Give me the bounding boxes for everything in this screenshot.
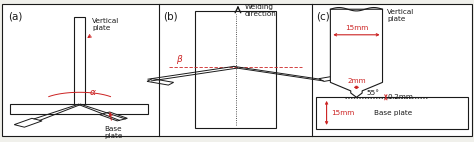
Text: (a): (a) <box>9 11 23 21</box>
Text: 15mm: 15mm <box>331 110 355 116</box>
Bar <box>195 11 276 128</box>
Text: Base plate: Base plate <box>374 110 412 116</box>
Text: (c): (c) <box>316 11 329 21</box>
Text: $\beta$: $\beta$ <box>176 53 184 66</box>
Text: 0-2mm: 0-2mm <box>387 94 413 100</box>
Text: $\alpha$: $\alpha$ <box>89 88 97 97</box>
Bar <box>319 75 346 81</box>
Bar <box>316 97 468 129</box>
Polygon shape <box>330 9 383 97</box>
Text: Vertical
plate: Vertical plate <box>387 9 414 22</box>
Bar <box>74 17 85 104</box>
Bar <box>10 104 148 114</box>
Text: Welding
direction: Welding direction <box>245 4 277 17</box>
Bar <box>14 118 42 127</box>
Bar <box>100 112 128 121</box>
Text: 2mm: 2mm <box>347 78 366 84</box>
Text: 15mm: 15mm <box>345 25 368 31</box>
Text: 55°: 55° <box>367 90 380 96</box>
Text: (b): (b) <box>164 11 178 21</box>
Text: Base
plate: Base plate <box>104 113 123 139</box>
Bar <box>147 79 173 85</box>
Text: Vertical
plate: Vertical plate <box>88 18 119 37</box>
